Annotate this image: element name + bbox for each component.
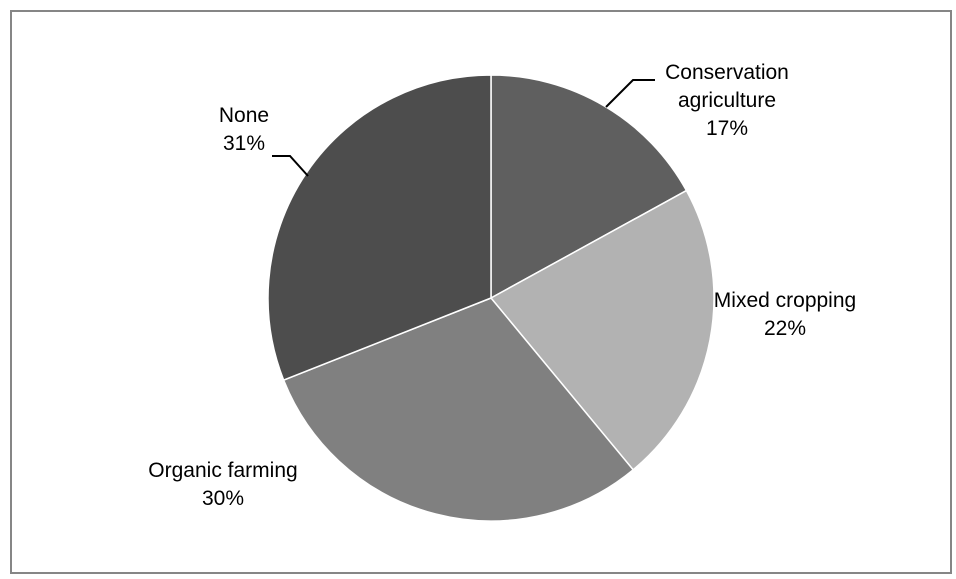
data-label-value: 17% xyxy=(706,117,748,140)
leader-line-conservation-agriculture xyxy=(605,79,655,108)
data-label-category: agriculture xyxy=(678,89,776,112)
leader-lines xyxy=(272,79,655,177)
data-label-none: None 31% xyxy=(219,104,269,155)
pie-slice-mixed-cropping xyxy=(489,189,715,471)
pie-slice-none xyxy=(267,74,492,382)
pie-slice-conservation-agriculture xyxy=(490,74,688,300)
data-label-category: Organic farming xyxy=(148,459,297,482)
data-label-organic-farming: Organic farming 30% xyxy=(148,459,297,510)
data-label-value: 31% xyxy=(223,132,265,155)
data-label-value: 22% xyxy=(764,317,806,340)
data-label-mixed-cropping: Mixed cropping 22% xyxy=(714,289,856,340)
data-label-conservation-agriculture: Conservation agriculture 17% xyxy=(665,61,789,140)
data-labels: Conservation agriculture 17% Mixed cropping… xyxy=(148,61,856,510)
pie-slices xyxy=(267,74,715,522)
data-label-value: 30% xyxy=(202,487,244,510)
data-label-category: Conservation xyxy=(665,61,789,84)
leader-line-none xyxy=(272,155,309,177)
pie-slice-organic-farming xyxy=(282,297,635,522)
data-label-category: Mixed cropping xyxy=(714,289,856,312)
data-label-category: None xyxy=(219,104,269,127)
